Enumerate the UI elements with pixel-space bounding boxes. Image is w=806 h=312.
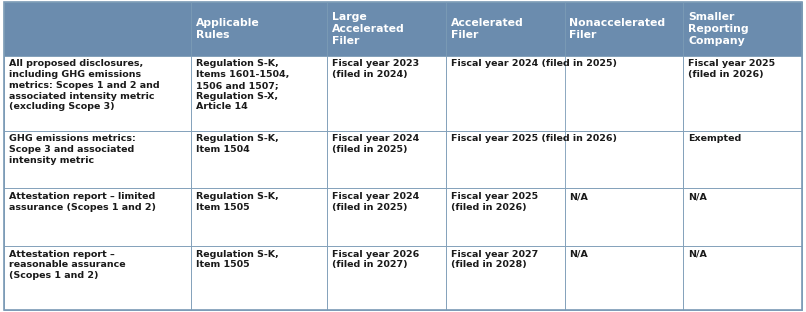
Bar [4,246,192,310]
Bar [327,131,446,188]
Text: Regulation S-K,
Items 1601-1504,
1506 and 1507;
Regulation S-X,
Article 14: Regulation S-K, Items 1601-1504, 1506 an… [197,59,289,111]
Text: Attestation report – limited
assurance (Scopes 1 and 2): Attestation report – limited assurance (… [9,192,156,212]
Bar [565,56,683,131]
Text: Attestation report –
reasonable assurance
(Scopes 1 and 2): Attestation report – reasonable assuranc… [9,250,126,280]
Text: Exempted: Exempted [688,134,742,144]
Text: Applicable
Rules: Applicable Rules [197,17,260,40]
Bar [565,246,683,310]
Text: Regulation S-K,
Item 1505: Regulation S-K, Item 1505 [197,250,279,269]
Text: All proposed disclosures,
including GHG emissions
metrics: Scopes 1 and 2 and
as: All proposed disclosures, including GHG … [9,59,160,111]
Text: N/A: N/A [688,250,707,259]
Text: Smaller
Reporting
Company: Smaller Reporting Company [688,12,749,46]
Bar [192,188,327,246]
Bar [327,56,446,131]
Text: GHG emissions metrics:
Scope 3 and associated
intensity metric: GHG emissions metrics: Scope 3 and assoc… [9,134,135,165]
Bar [565,188,683,246]
Bar [683,188,802,246]
Text: Regulation S-K,
Item 1504: Regulation S-K, Item 1504 [197,134,279,154]
Text: Accelerated
Filer: Accelerated Filer [451,17,524,40]
Text: Large
Accelerated
Filer: Large Accelerated Filer [332,12,405,46]
Text: Fiscal year 2027
(filed in 2028): Fiscal year 2027 (filed in 2028) [451,250,538,269]
Text: Fiscal year 2024
(filed in 2025): Fiscal year 2024 (filed in 2025) [332,192,419,212]
Text: Fiscal year 2026
(filed in 2027): Fiscal year 2026 (filed in 2027) [332,250,419,269]
Bar [4,56,192,131]
Bar [192,131,327,188]
Bar [192,56,327,131]
Bar [683,2,802,56]
Bar [327,188,446,246]
Text: Fiscal year 2025 (filed in 2026): Fiscal year 2025 (filed in 2026) [451,134,617,144]
Text: Fiscal year 2024 (filed in 2025): Fiscal year 2024 (filed in 2025) [451,59,617,68]
Bar [192,246,327,310]
Bar [327,2,446,56]
Text: N/A: N/A [688,192,707,201]
Bar [4,188,192,246]
Bar [4,2,192,56]
Bar [683,131,802,188]
Bar [446,56,683,131]
Bar [446,246,565,310]
Bar [683,246,802,310]
Bar [4,131,192,188]
Text: Fiscal year 2024
(filed in 2025): Fiscal year 2024 (filed in 2025) [332,134,419,154]
Bar [446,2,565,56]
Bar [565,131,683,188]
Bar [446,188,565,246]
Text: Nonaccelerated
Filer: Nonaccelerated Filer [570,17,666,40]
Text: Fiscal year 2025
(filed in 2026): Fiscal year 2025 (filed in 2026) [451,192,538,212]
Text: Fiscal year 2023
(filed in 2024): Fiscal year 2023 (filed in 2024) [332,59,419,79]
Bar [446,131,683,188]
Bar [327,246,446,310]
Text: Regulation S-K,
Item 1505: Regulation S-K, Item 1505 [197,192,279,212]
Bar [683,56,802,131]
Bar [565,2,683,56]
Text: Fiscal year 2025
(filed in 2026): Fiscal year 2025 (filed in 2026) [688,59,775,79]
Text: N/A: N/A [570,192,588,201]
Bar [192,2,327,56]
Text: N/A: N/A [570,250,588,259]
